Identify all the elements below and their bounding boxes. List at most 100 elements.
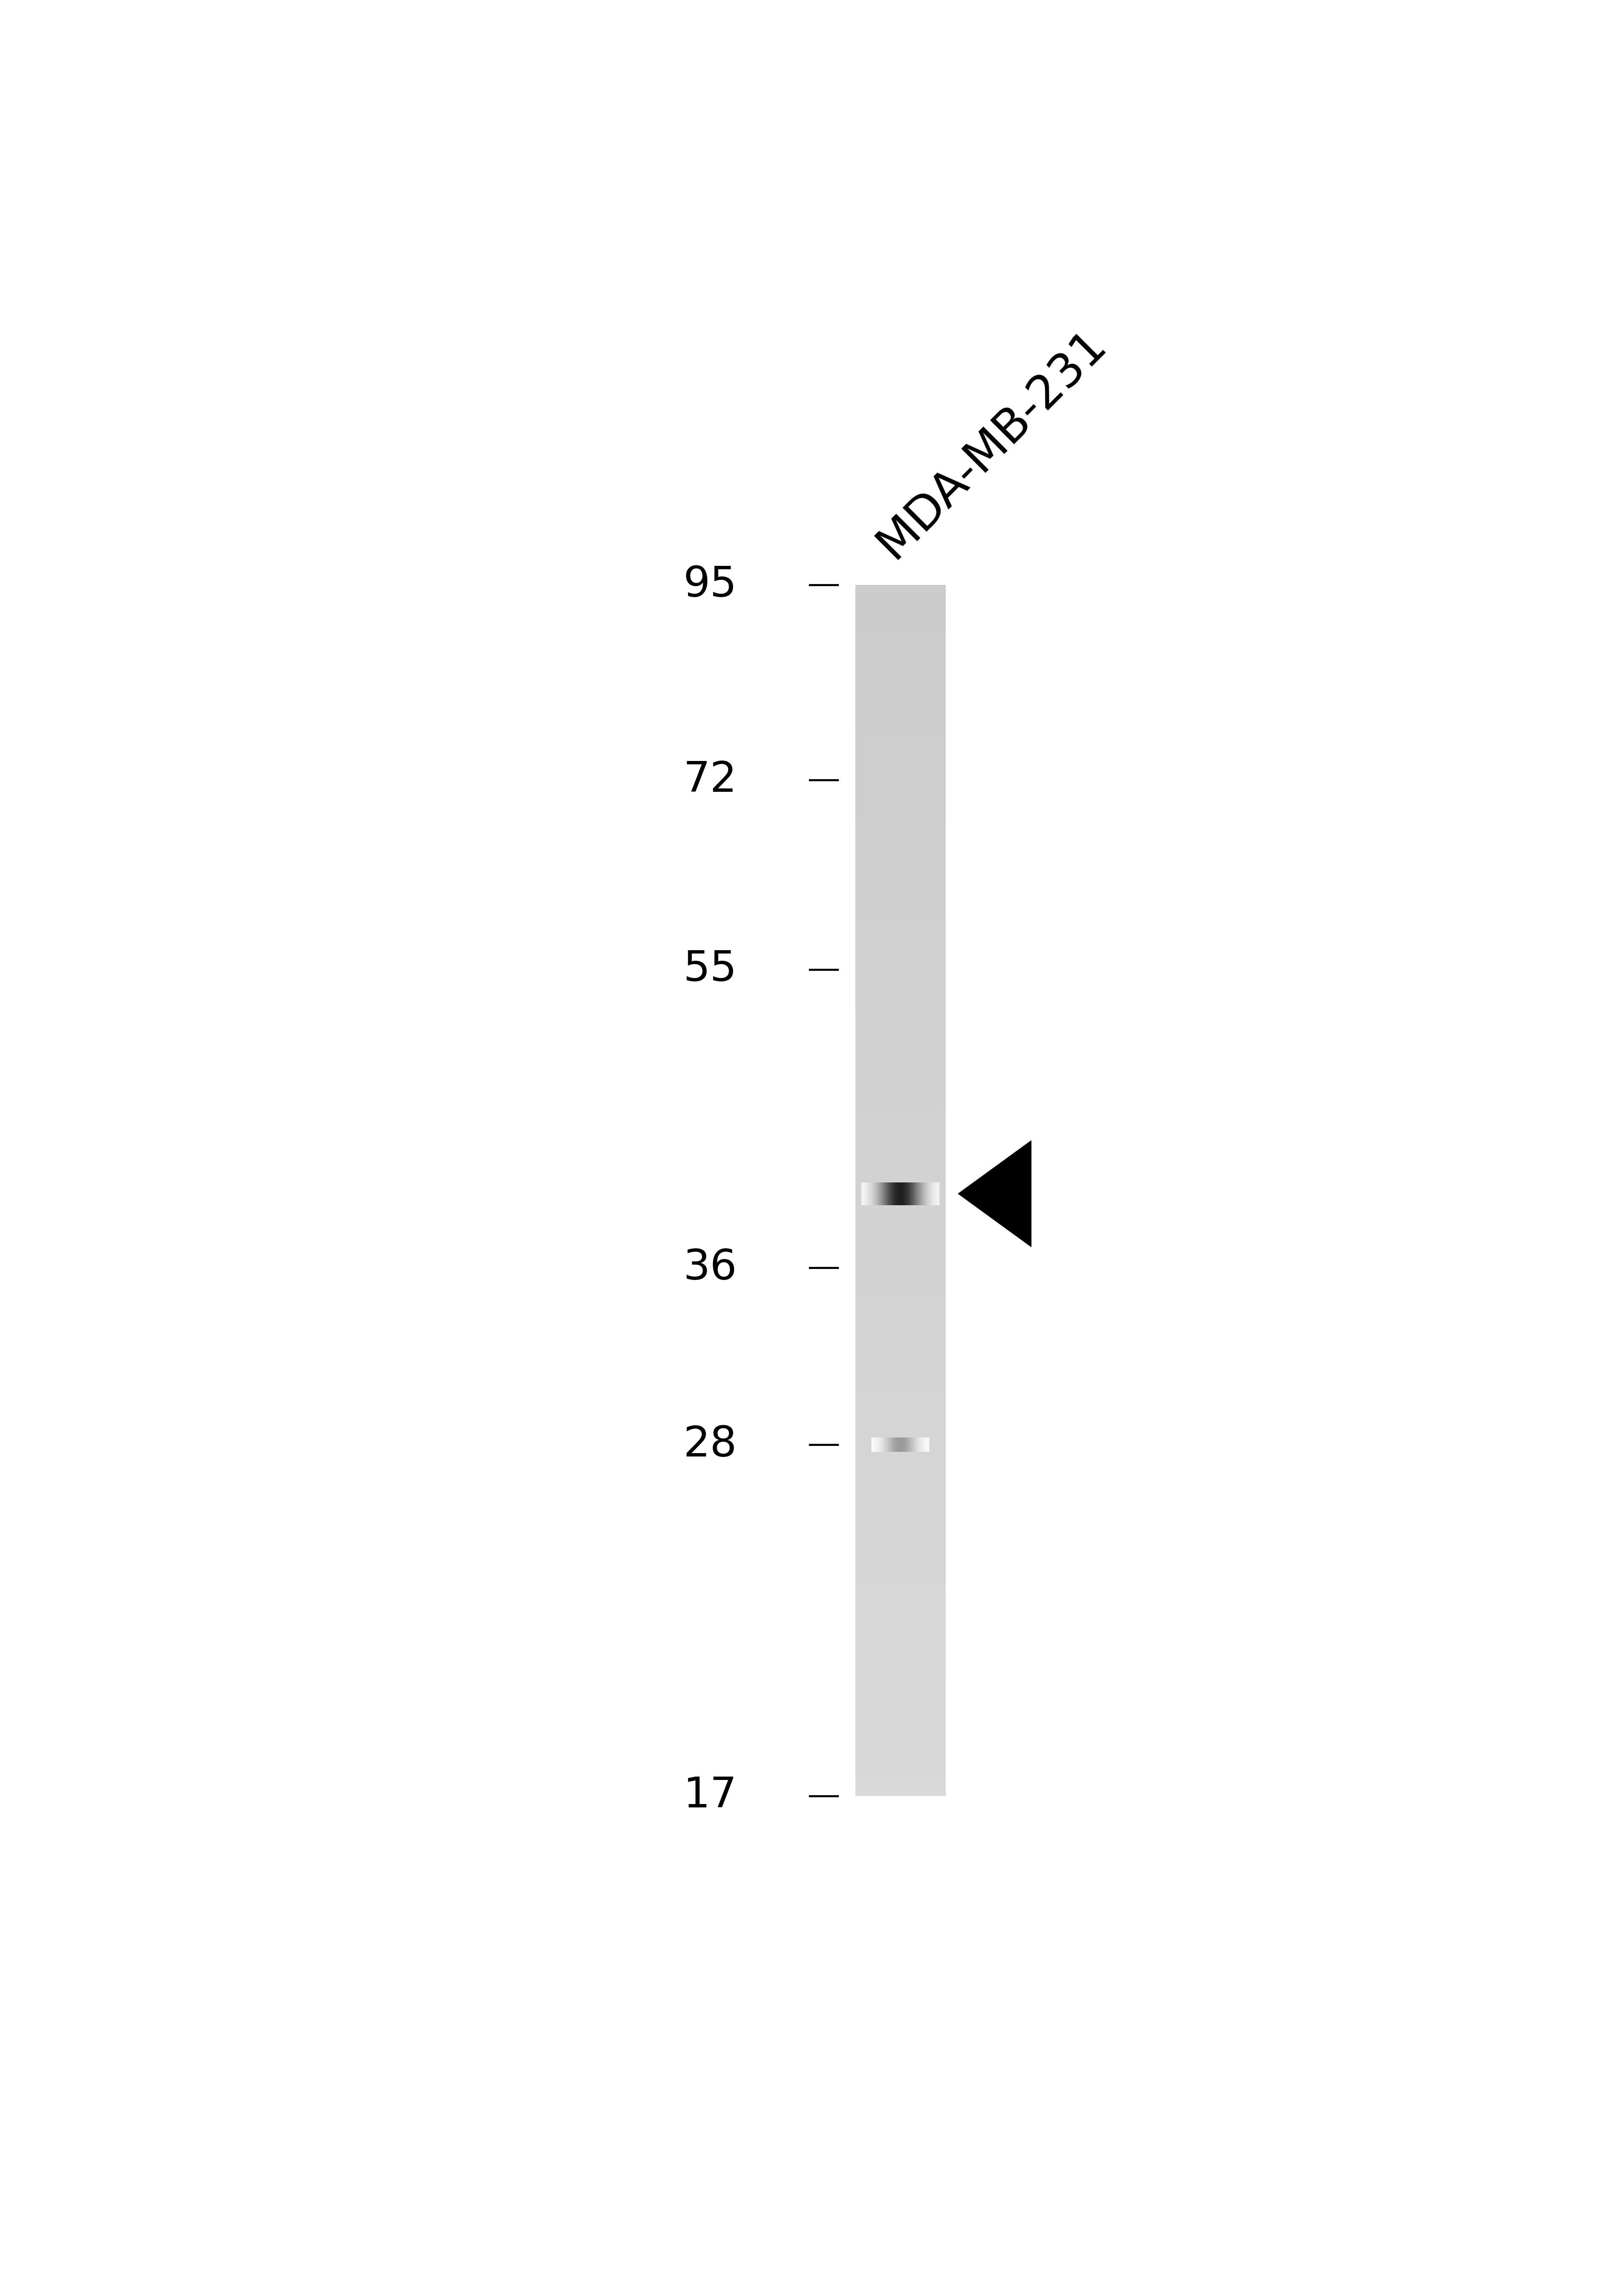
Bar [855, 687, 946, 689]
Bar [855, 1773, 946, 1775]
Bar [855, 1437, 946, 1440]
Bar [855, 698, 946, 703]
Bar [855, 840, 946, 843]
Bar [855, 1049, 946, 1054]
Bar [855, 1683, 946, 1688]
Bar [855, 1251, 946, 1256]
Bar [855, 1033, 946, 1038]
Bar [855, 1428, 946, 1433]
Bar [855, 1272, 946, 1274]
Bar [855, 1072, 946, 1077]
Bar [855, 1357, 946, 1359]
Bar [855, 921, 946, 923]
Bar [855, 613, 946, 618]
Bar [855, 1352, 946, 1357]
Bar [855, 1407, 946, 1412]
Bar [855, 852, 946, 856]
Bar [855, 1759, 946, 1763]
Bar [855, 755, 946, 758]
Bar [855, 875, 946, 879]
Bar [855, 693, 946, 698]
Bar [855, 1247, 946, 1251]
Bar [855, 969, 946, 974]
Bar [855, 714, 946, 719]
Bar [855, 650, 946, 654]
Bar [855, 689, 946, 693]
Bar [855, 1623, 946, 1626]
Bar [855, 1091, 946, 1093]
Bar [855, 1582, 946, 1587]
Bar [855, 666, 946, 670]
Bar [855, 1763, 946, 1768]
Bar [855, 939, 946, 944]
Bar [855, 1720, 946, 1724]
Bar [855, 1056, 946, 1061]
Bar [855, 1022, 946, 1024]
Bar [855, 1256, 946, 1258]
Bar [855, 1775, 946, 1779]
Bar [855, 654, 946, 657]
Bar [855, 1674, 946, 1678]
Bar [855, 1029, 946, 1033]
Bar [855, 815, 946, 820]
Bar [855, 1522, 946, 1525]
Bar [855, 1097, 946, 1102]
Bar [855, 618, 946, 622]
Bar [855, 1651, 946, 1655]
Bar [855, 1550, 946, 1554]
Bar [855, 1635, 946, 1639]
Bar [855, 1123, 946, 1125]
Bar [855, 1458, 946, 1460]
Bar [855, 827, 946, 831]
Bar [855, 916, 946, 921]
Text: 95: 95 [683, 565, 736, 606]
Bar [855, 976, 946, 980]
Bar [855, 1332, 946, 1336]
Bar [855, 1518, 946, 1522]
Bar [855, 932, 946, 937]
Bar [855, 739, 946, 742]
Bar [855, 1541, 946, 1545]
Bar [855, 1453, 946, 1458]
Bar [855, 634, 946, 638]
Bar [855, 1290, 946, 1295]
Bar [855, 751, 946, 755]
Bar [855, 742, 946, 746]
Bar [855, 1194, 946, 1199]
Bar [855, 682, 946, 687]
Text: 36: 36 [683, 1247, 736, 1288]
Bar [855, 891, 946, 895]
Bar [855, 822, 946, 827]
Bar [855, 847, 946, 852]
Text: MDA-MB-231: MDA-MB-231 [868, 321, 1114, 567]
Bar [855, 1178, 946, 1182]
Bar [855, 1267, 946, 1272]
Bar [855, 1609, 946, 1614]
Bar [855, 606, 946, 608]
Bar [855, 1173, 946, 1178]
Text: 55: 55 [683, 948, 736, 990]
Bar [855, 843, 946, 847]
Bar [855, 670, 946, 673]
Bar [855, 758, 946, 762]
Bar [855, 1146, 946, 1150]
Bar [855, 778, 946, 783]
Bar [855, 1224, 946, 1226]
Bar [855, 1747, 946, 1752]
Bar [855, 1348, 946, 1352]
Bar [855, 985, 946, 990]
Bar [855, 948, 946, 953]
Bar [855, 1570, 946, 1575]
Bar [855, 1384, 946, 1389]
Bar [855, 884, 946, 889]
Bar [855, 1662, 946, 1667]
Bar [855, 1065, 946, 1070]
Bar [855, 1490, 946, 1492]
Bar [855, 992, 946, 996]
Bar [855, 1368, 946, 1373]
Bar [855, 1658, 946, 1662]
Bar [855, 1743, 946, 1747]
Bar [855, 1577, 946, 1582]
Bar [855, 1139, 946, 1141]
Bar [855, 889, 946, 891]
